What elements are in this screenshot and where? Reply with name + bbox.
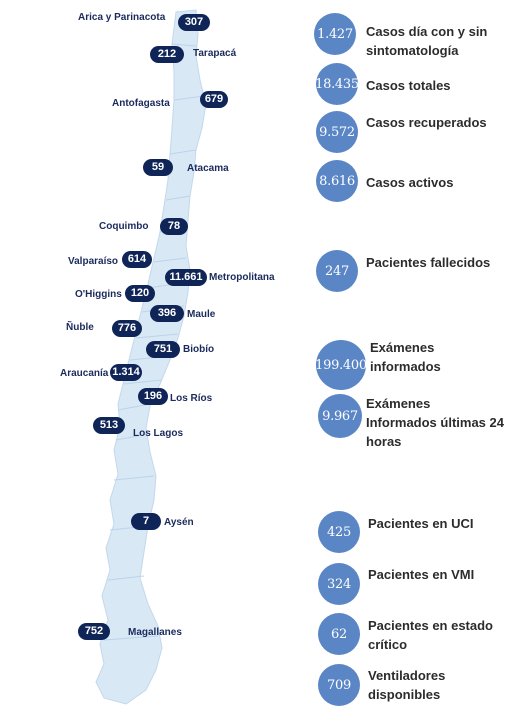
region-value-valparaiso: 614 [122,251,152,268]
region-label-losrios: Los Ríos [170,393,213,404]
region-label-valparaiso: Valparaíso [68,256,119,267]
region-label-loslagos: Los Lagos [133,428,184,439]
stat-label-casos-dia: Casos día con y sin sintomatología [366,24,488,58]
stat-value-examenes-24h: 9.967 [318,394,362,438]
region-label-biobio: Biobío [183,344,215,355]
region-value-aysen: 7 [131,513,161,530]
stat-value-vmi: 324 [318,563,360,605]
region-value-nuble: 776 [112,320,142,337]
region-label-maule: Maule [187,309,216,320]
stat-value-casos-totales: 18.435 [315,63,359,105]
region-label-aysen: Aysén [164,517,194,528]
region-value-antofagasta: 679 [200,91,228,108]
stat-label-vmi: Pacientes en VMI [368,567,475,582]
stat-value-casos-dia: 1.427 [314,13,356,55]
region-value-maule: 396 [150,305,184,322]
stat-value-casos-recuperados: 9.572 [316,111,358,153]
region-label-metropolitana: Metropolitana [209,272,275,283]
region-label-antofagasta: Antofagasta [112,98,170,109]
region-value-tarapaca: 212 [150,46,184,63]
region-label-tarapaca: Tarapacá [193,48,237,59]
region-value-ohiggins: 120 [125,285,155,302]
stat-label-casos-activos: Casos activos [366,175,454,190]
region-value-atacama: 59 [143,159,173,176]
stat-label-examenes: Exámenes informados [370,340,441,374]
region-label-arica: Arica y Parinacota [78,12,166,23]
region-value-araucania: 1.314 [110,364,142,381]
region-label-atacama: Atacama [187,163,229,174]
region-label-nuble: Ñuble [66,322,94,333]
region-label-ohiggins: O'Higgins [75,289,122,300]
region-value-metropolitana: 11.661 [165,269,207,286]
stat-label-uci: Pacientes en UCI [368,516,474,531]
stat-value-casos-activos: 8.616 [316,160,358,202]
region-value-loslagos: 513 [93,417,125,434]
stat-value-uci: 425 [318,511,360,553]
region-value-magallanes: 752 [78,623,110,640]
region-value-arica: 307 [178,14,210,31]
region-label-magallanes: Magallanes [128,627,182,638]
region-value-coquimbo: 78 [160,218,188,235]
stat-label-casos-totales: Casos totales [366,78,451,93]
stat-label-ventiladores: Ventiladores disponibles [368,668,446,702]
region-value-losrios: 196 [138,388,168,405]
stat-label-casos-recuperados: Casos recuperados [366,115,487,130]
region-value-biobio: 751 [146,341,180,358]
stat-label-critico: Pacientes en estado crítico [368,618,493,652]
stat-label-fallecidos: Pacientes fallecidos [366,255,491,270]
stat-value-examenes: 199.400 [315,340,367,390]
stat-value-critico: 62 [318,613,360,655]
stat-value-fallecidos: 247 [316,250,358,292]
region-label-coquimbo: Coquimbo [99,221,149,232]
region-label-araucania: Araucanía [60,368,109,379]
stat-value-ventiladores: 709 [318,664,360,706]
stat-label-examenes-24h: Exámenes Informados últimas 24 horas [366,396,504,449]
